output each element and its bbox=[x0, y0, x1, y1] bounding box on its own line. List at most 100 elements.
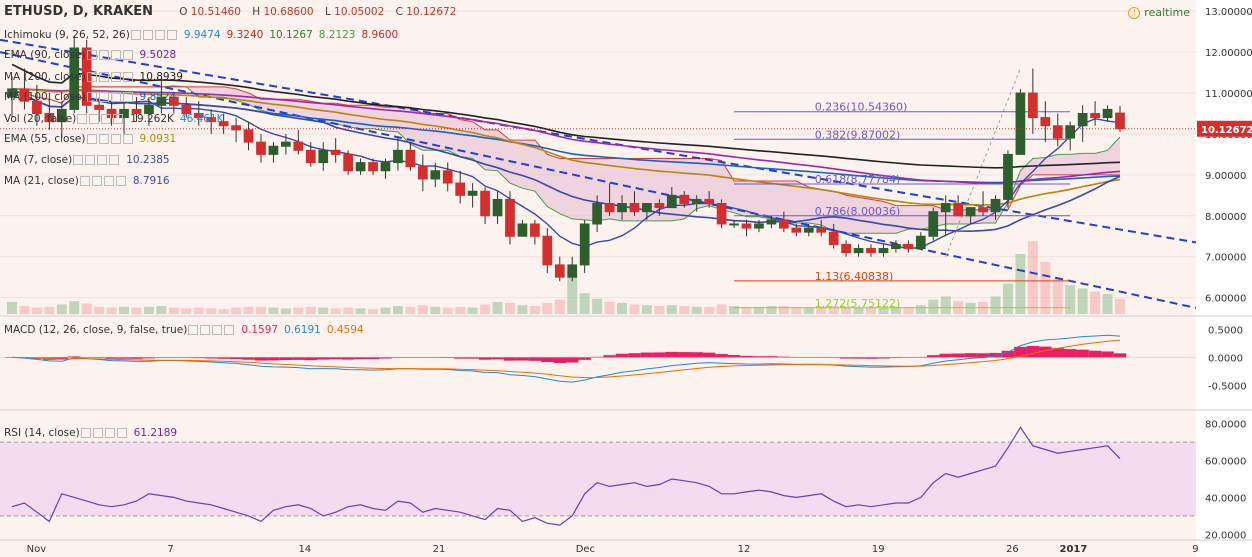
candle-body bbox=[940, 203, 951, 213]
legend-control-icon[interactable] bbox=[91, 176, 102, 186]
macd-histogram-bar bbox=[1026, 346, 1040, 358]
legend-control-icon[interactable] bbox=[103, 176, 114, 186]
macd-histogram-bar bbox=[640, 352, 654, 358]
open-value: 10.51460 bbox=[190, 6, 241, 18]
legend-control-icon[interactable] bbox=[122, 134, 133, 144]
volume-bar bbox=[753, 306, 764, 314]
legend-control-icon[interactable] bbox=[80, 428, 91, 438]
macd-histogram-bar bbox=[304, 357, 318, 361]
legend-control-icon[interactable] bbox=[109, 155, 120, 165]
macd-histogram-bar bbox=[802, 357, 815, 358]
macd-histogram-bar bbox=[727, 355, 741, 358]
legend-control-icon[interactable] bbox=[212, 325, 223, 335]
legend-control-icon[interactable] bbox=[116, 428, 127, 438]
open-label: O bbox=[179, 6, 188, 18]
legend-control-icon[interactable] bbox=[73, 155, 84, 165]
legend-control-icon[interactable] bbox=[122, 72, 133, 82]
legend-control-icon[interactable] bbox=[98, 50, 109, 60]
macd-tick-label: 0.0000 bbox=[1208, 353, 1243, 364]
volume-bar bbox=[193, 307, 204, 314]
indicator-legend-row[interactable]: MA (7, close) 10.2385 bbox=[4, 153, 170, 167]
legend-control-icon[interactable] bbox=[98, 92, 109, 102]
legend-control-icon[interactable] bbox=[110, 92, 121, 102]
x-tick-label: 7 bbox=[167, 544, 173, 555]
candle-body bbox=[816, 227, 827, 233]
volume-bar bbox=[654, 306, 665, 314]
candle-body bbox=[828, 231, 839, 245]
legend-control-icon[interactable] bbox=[104, 428, 115, 438]
volume-bar bbox=[803, 307, 814, 314]
legend-value: 9.0931 bbox=[139, 133, 177, 145]
legend-control-icon[interactable] bbox=[86, 72, 97, 82]
candle-body bbox=[343, 153, 353, 172]
volume-bar bbox=[928, 299, 939, 314]
volume-bar bbox=[31, 307, 42, 314]
indicator-legend-row[interactable]: EMA (90, close) 9.5028 bbox=[4, 48, 176, 62]
realtime-indicator[interactable]: ! realtime bbox=[1128, 6, 1190, 19]
macd-legend-row[interactable]: MACD (12, 26, close, 9, false, true) 0.15… bbox=[4, 323, 364, 337]
volume-bar bbox=[741, 306, 752, 314]
legend-control-icon[interactable] bbox=[122, 50, 133, 60]
legend-control-icon[interactable] bbox=[110, 134, 121, 144]
legend-control-icon[interactable] bbox=[122, 92, 133, 102]
legend-control-icon[interactable] bbox=[101, 114, 112, 124]
volume-bar bbox=[542, 302, 553, 314]
indicator-legend-row[interactable]: MA (200, close) 10.8939 bbox=[4, 70, 183, 84]
legend-control-icon[interactable] bbox=[92, 428, 103, 438]
volume-bar bbox=[853, 307, 864, 314]
legend-control-icon[interactable] bbox=[115, 176, 126, 186]
legend-control-icon[interactable] bbox=[166, 30, 177, 40]
volume-bar bbox=[828, 306, 839, 314]
legend-control-icon[interactable] bbox=[188, 325, 199, 335]
legend-control-icon[interactable] bbox=[86, 134, 97, 144]
legend-label: EMA (90, close) bbox=[4, 49, 86, 61]
legend-control-icon[interactable] bbox=[200, 325, 211, 335]
fib-trend-line bbox=[945, 68, 1021, 257]
candle-body bbox=[231, 125, 241, 131]
legend-control-icon[interactable] bbox=[130, 30, 141, 40]
legend-control-icon[interactable] bbox=[110, 72, 121, 82]
candle-body bbox=[841, 243, 851, 254]
candle-body bbox=[144, 104, 154, 114]
legend-label: MACD (12, 26, close, 9, false, true) bbox=[4, 324, 188, 336]
legend-control-icon[interactable] bbox=[113, 114, 124, 124]
volume-bar bbox=[467, 307, 478, 314]
legend-control-icon[interactable] bbox=[97, 155, 108, 165]
candle-body bbox=[629, 203, 640, 213]
indicator-legend-row[interactable]: MA (21, close) 8.7916 bbox=[4, 174, 170, 188]
legend-control-icon[interactable] bbox=[77, 114, 88, 124]
macd-histogram-bar bbox=[267, 357, 280, 361]
macd-histogram-bar bbox=[279, 357, 293, 360]
legend-control-icon[interactable] bbox=[224, 325, 235, 335]
macd-histogram-bar bbox=[927, 355, 940, 358]
legend-value: 0.4594 bbox=[326, 324, 364, 336]
candle-body bbox=[691, 198, 702, 205]
candle-body bbox=[704, 198, 715, 205]
candle-body bbox=[293, 141, 304, 151]
ohlc-readout: O 10.51460 H 10.68600 L 10.05002 C 10.12… bbox=[171, 6, 456, 18]
volume-bar bbox=[318, 307, 329, 314]
legend-control-icon[interactable] bbox=[110, 50, 121, 60]
legend-control-icon[interactable] bbox=[142, 30, 153, 40]
indicator-legend-row[interactable]: MA (100, close) 9.8524 bbox=[4, 90, 176, 104]
fib-level-label: 0.786(8.00036) bbox=[815, 205, 901, 218]
legend-control-icon[interactable] bbox=[98, 72, 109, 82]
legend-control-icon[interactable] bbox=[85, 155, 96, 165]
macd-histogram-bar bbox=[528, 357, 542, 361]
legend-label: Vol (20, false) bbox=[4, 113, 77, 125]
symbol-label[interactable]: ETHUSD, D, KRAKEN bbox=[4, 4, 154, 19]
legend-control-icon[interactable] bbox=[86, 92, 97, 102]
macd-histogram-bar bbox=[590, 356, 604, 358]
legend-control-icon[interactable] bbox=[154, 30, 165, 40]
candle-body bbox=[853, 248, 864, 254]
indicator-legend-row[interactable]: Ichimoku (9, 26, 52, 26) 9.9474 9.3240 10.1… bbox=[4, 28, 398, 42]
legend-control-icon[interactable] bbox=[79, 176, 90, 186]
rsi-legend-row[interactable]: RSI (14, close) 61.2189 bbox=[4, 426, 177, 440]
legend-control-icon[interactable] bbox=[89, 114, 100, 124]
macd-histogram-bar bbox=[391, 357, 405, 358]
indicator-legend-row[interactable]: EMA (55, close) 9.0931 bbox=[4, 132, 176, 146]
volume-bar bbox=[94, 306, 105, 314]
legend-control-icon[interactable] bbox=[86, 50, 97, 60]
indicator-legend-row[interactable]: Vol (20, false) 19.262K 46.461K bbox=[4, 112, 224, 126]
legend-control-icon[interactable] bbox=[98, 134, 109, 144]
